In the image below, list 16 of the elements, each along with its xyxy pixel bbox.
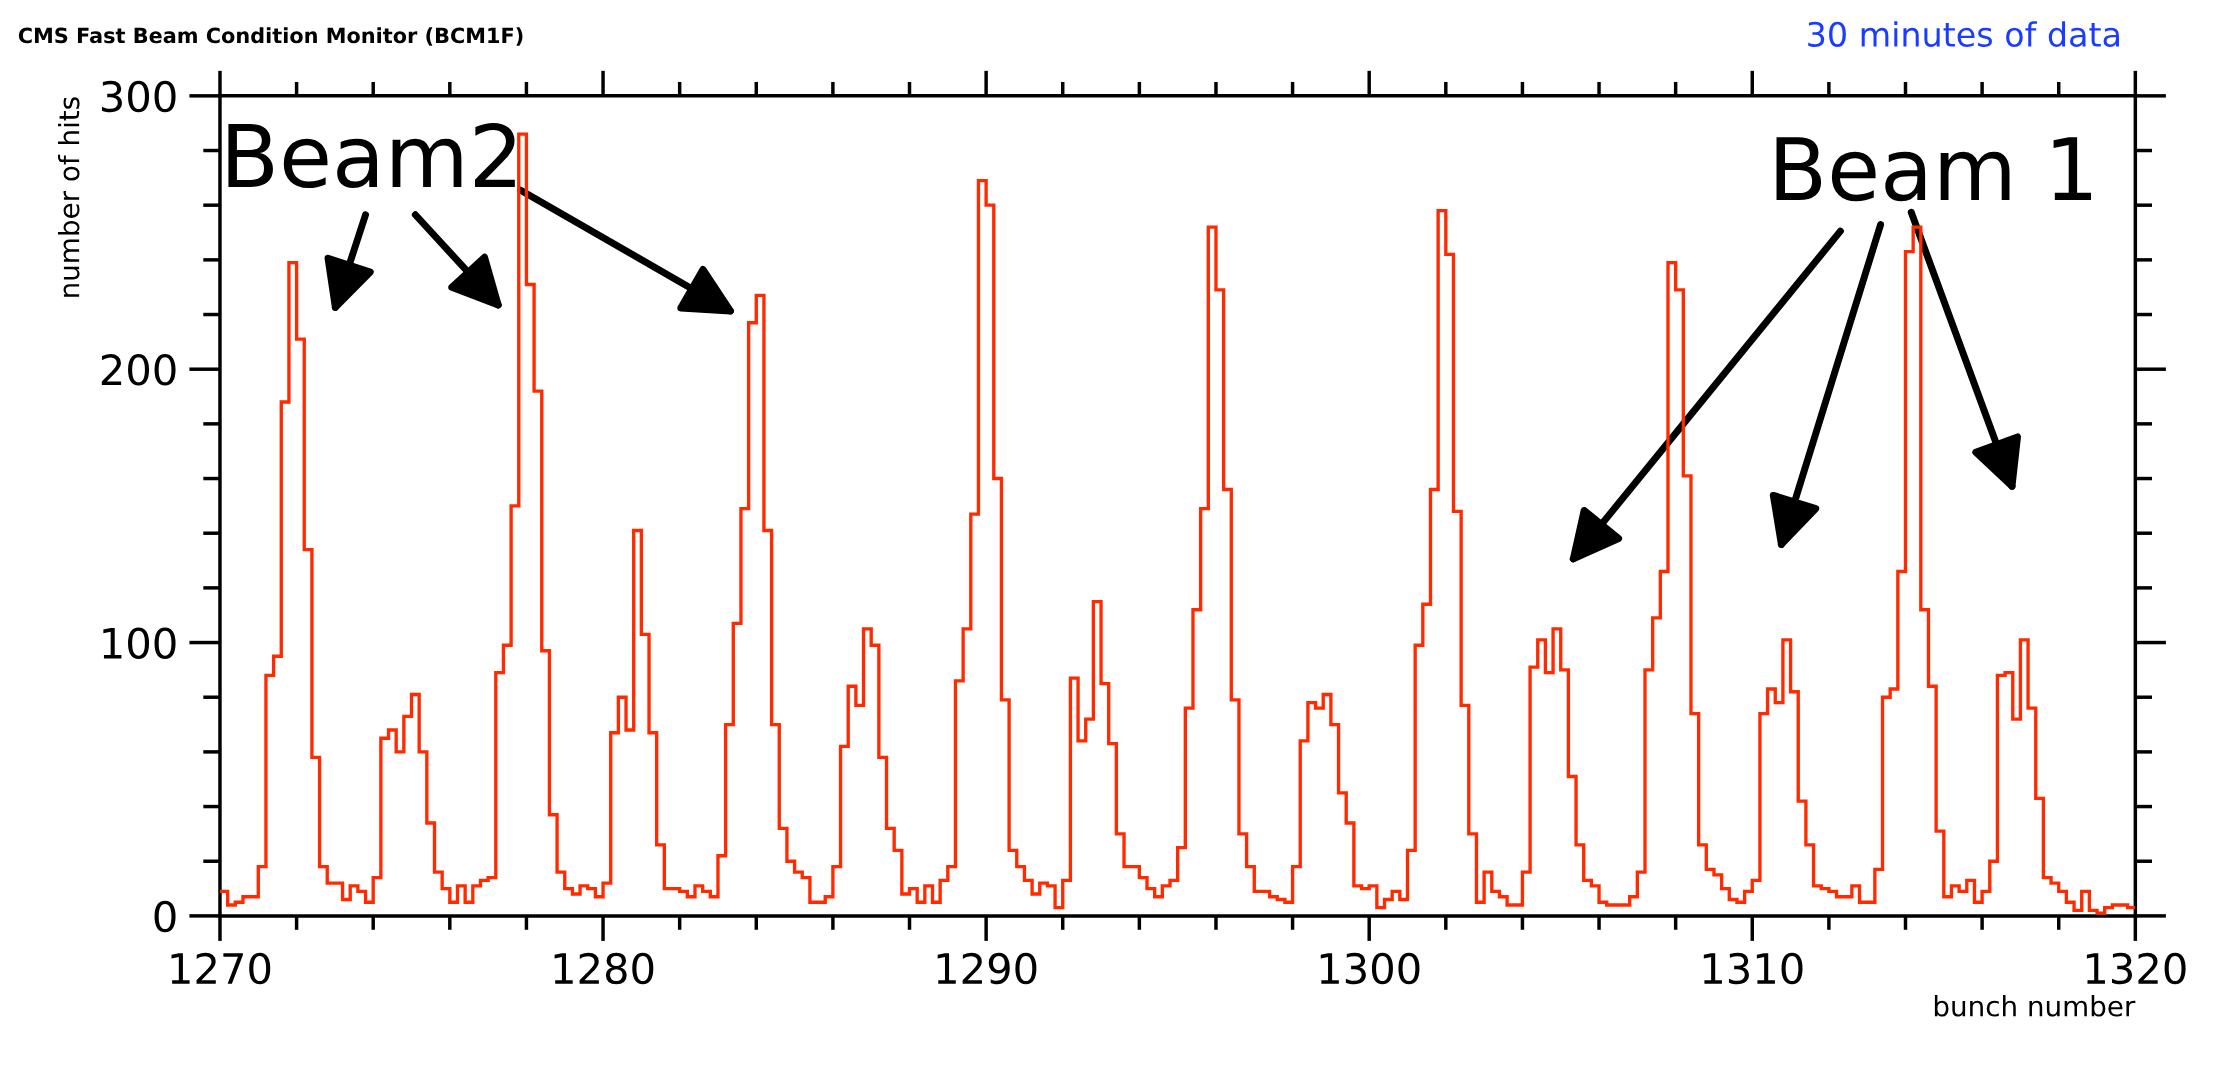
x-tick-label: 1320 xyxy=(2086,952,2186,985)
x-tick-label: 1310 xyxy=(1703,952,1803,985)
chart-subtitle: 30 minutes of data xyxy=(1808,21,2119,47)
y-tick-label: 200 xyxy=(101,354,176,386)
y-tick-label: 300 xyxy=(101,80,176,113)
x-tick-label: 1280 xyxy=(554,952,654,985)
x-tick-label: 1300 xyxy=(1320,952,1420,985)
x-tick-label: 1270 xyxy=(171,952,271,985)
annotation: Beam 1 xyxy=(1776,137,2091,202)
annotation: Beam2 xyxy=(228,122,515,189)
y-tick-label: 100 xyxy=(103,627,176,659)
y-tick-label: 0 xyxy=(154,900,176,933)
x-axis-title: bunch number xyxy=(1934,995,2136,1017)
x-tick-label: 1290 xyxy=(937,952,1037,985)
chart-title: CMS Fast Beam Condition Monitor (BCM1F) xyxy=(18,27,523,46)
y-axis-title: number of hits xyxy=(58,97,80,297)
